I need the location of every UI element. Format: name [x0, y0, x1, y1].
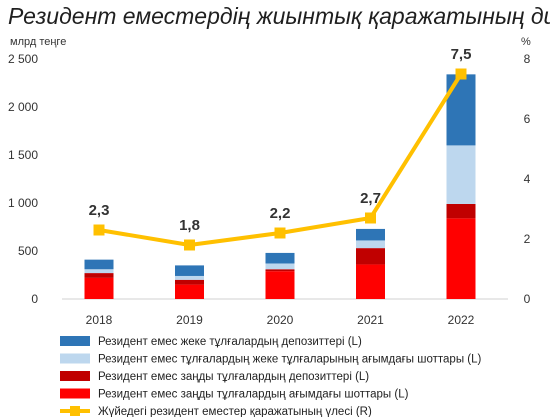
legend-line-marker: [70, 406, 80, 416]
bar-segment-2022-s3: [446, 74, 476, 146]
right-axis-unit: %: [521, 36, 531, 48]
legend-label-s2: Резидент емес тұлғалардың жеке тұлғалары…: [98, 354, 482, 366]
legend-swatch-s1: [60, 371, 90, 381]
right-tick-label: 8: [524, 52, 531, 66]
right-tick-label: 6: [524, 112, 531, 126]
bar-segment-2021-s0: [356, 264, 385, 299]
share-data-label-2019: 1,8: [179, 217, 200, 234]
legend-label-line: Жүйедегі резидент еместер қаражатының үл…: [98, 406, 372, 417]
bar-segment-2018-s3: [84, 259, 114, 270]
left-tick-label: 1 500: [8, 148, 38, 162]
bar-segment-2018-s0: [84, 277, 114, 299]
bar-segment-2019-s1: [175, 279, 204, 285]
bars: [84, 74, 476, 299]
bar-segment-2020-s2: [265, 263, 295, 270]
left-tick-label: 0: [31, 292, 38, 306]
bar-segment-2020-s1: [265, 269, 295, 272]
legend-swatch-s0: [60, 388, 90, 399]
legend-swatch-s3: [60, 336, 90, 346]
bar-segment-2019-s2: [175, 275, 204, 280]
share-point-2021: [365, 212, 376, 224]
left-tick-label: 500: [18, 244, 38, 258]
bar-segment-2022-s1: [446, 203, 476, 219]
category-label-2020: 2020: [267, 313, 294, 327]
share-data-label-2021: 2,7: [360, 190, 381, 207]
share-data-label-2020: 2,2: [270, 205, 291, 222]
bar-segment-2018-s2: [84, 269, 114, 274]
left-axis-ticks: 0 500 1 000 1 500 2 000 2 500: [8, 52, 38, 306]
bar-segment-2019-s3: [175, 265, 204, 276]
share-point-2018: [93, 224, 105, 236]
category-label-2018: 2018: [86, 313, 113, 327]
bar-segment-2020-s0: [265, 271, 295, 299]
share-data-label-2018: 2,3: [89, 202, 110, 219]
left-tick-label: 2 500: [8, 52, 38, 66]
bar-segment-2021-s1: [356, 248, 385, 265]
category-labels: 2018 2019 2020 2021 2022: [86, 313, 475, 327]
bar-segment-2020-s3: [265, 252, 295, 264]
right-tick-label: 4: [524, 172, 531, 186]
right-tick-label: 0: [524, 292, 531, 306]
category-label-2022: 2022: [448, 313, 475, 327]
left-axis-unit: млрд теңге: [10, 36, 66, 48]
right-axis-ticks: 0 2 4 6 8: [524, 52, 531, 306]
legend-label-s0: Резидент емес заңды тұлғалардың ағымдағы…: [98, 389, 409, 401]
category-label-2021: 2021: [357, 313, 384, 327]
share-point-2020: [274, 227, 286, 239]
legend-swatch-s2: [60, 353, 90, 364]
left-tick-label: 1 000: [8, 196, 38, 210]
bar-segment-2019-s0: [175, 284, 204, 299]
bar-segment-2021-s3: [356, 228, 385, 241]
bar-segment-2022-s2: [446, 145, 476, 204]
share-point-2019: [184, 239, 195, 251]
bar-segment-2021-s2: [356, 240, 385, 249]
left-tick-label: 2 000: [8, 100, 38, 114]
category-label-2019: 2019: [176, 313, 203, 327]
legend: Резидент емес жеке тұлғалардың депозитте…: [60, 336, 482, 417]
share-line-layer: 2,3 1,8 2,2 2,7 7,5: [89, 46, 472, 251]
bar-segment-2018-s1: [84, 273, 114, 278]
right-tick-label: 2: [524, 232, 531, 246]
share-point-2022: [455, 68, 467, 80]
bar-segment-2022-s0: [446, 218, 476, 299]
chart-title: Резидент еместердің жиынтық қаражатының …: [8, 3, 550, 29]
share-data-label-2022: 7,5: [451, 46, 472, 63]
legend-label-s3: Резидент емес жеке тұлғалардың депозитте…: [98, 336, 362, 348]
legend-label-s1: Резидент емес заңды тұлғалардың депозитт…: [98, 371, 369, 383]
